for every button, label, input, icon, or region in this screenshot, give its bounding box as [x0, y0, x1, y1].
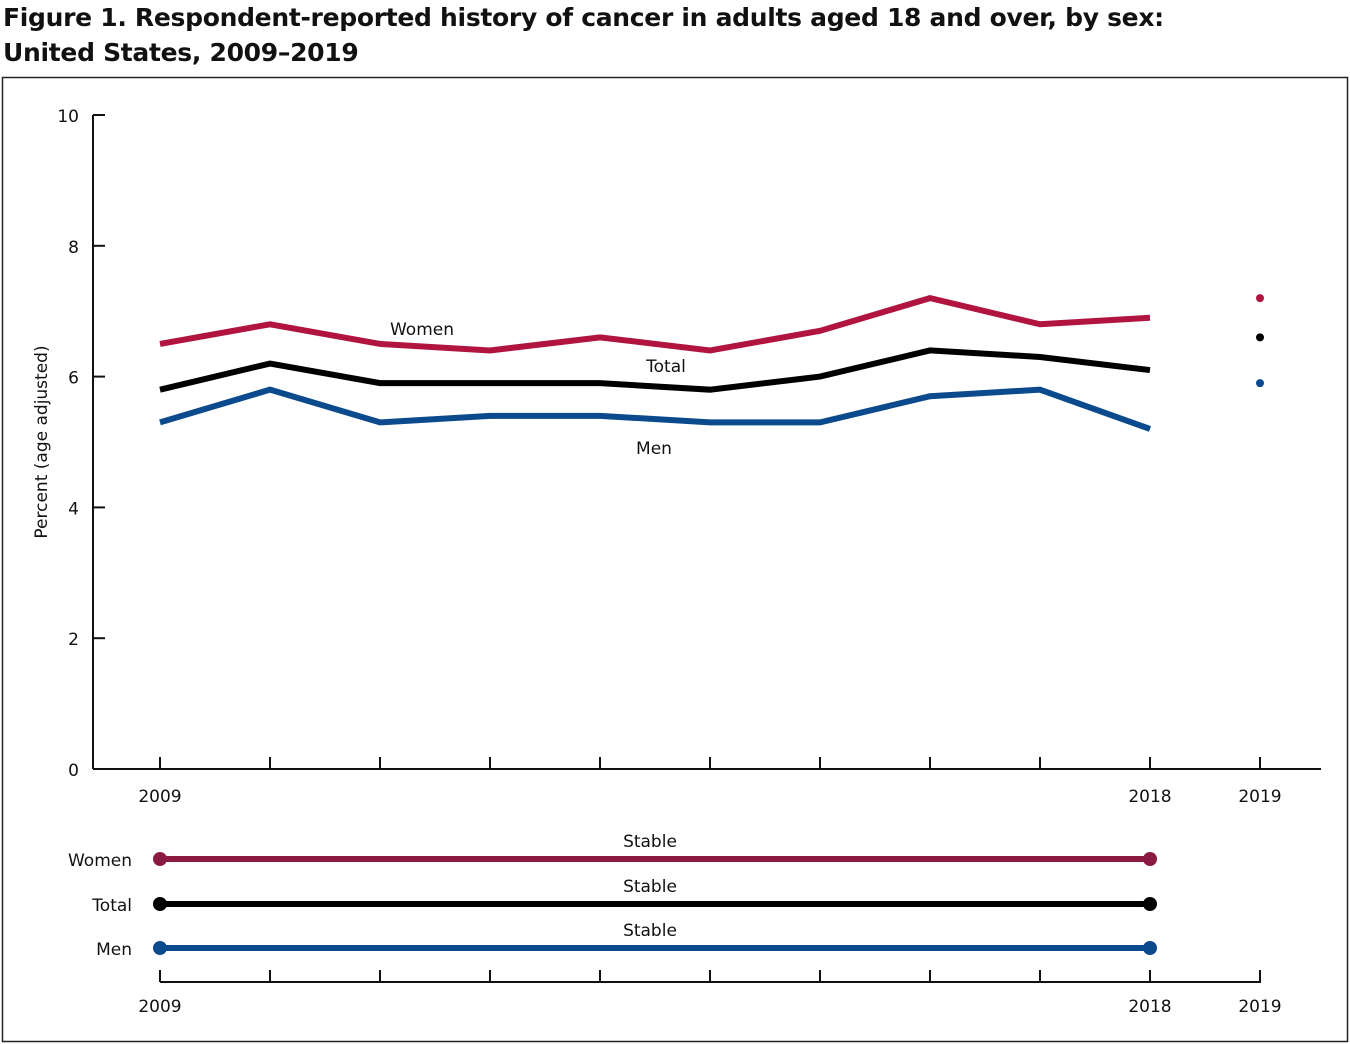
y-tick-label: 6	[68, 369, 79, 389]
y-tick-label: 10	[57, 107, 79, 127]
series-line-men	[159, 386, 1152, 432]
trend-row-label: Total	[91, 896, 132, 916]
trend-end-point	[1143, 897, 1157, 911]
trend-start-point	[153, 897, 167, 911]
trend-end-point	[1143, 852, 1157, 866]
y-axis-label: Percent (age adjusted)	[32, 345, 52, 538]
y-tick-label: 2	[68, 630, 79, 650]
y-tick-label: 8	[68, 238, 79, 258]
series-label-total: Total	[645, 357, 686, 377]
y-tick-label: 4	[68, 499, 79, 519]
trend-x-tick-label: 2009	[138, 997, 181, 1017]
trend-start-point	[153, 852, 167, 866]
title-line-1: Figure 1. Respondent-reported history of…	[3, 3, 1164, 32]
point-2019-women	[1256, 294, 1264, 303]
series-label-men: Men	[636, 439, 672, 459]
trend-row-label: Men	[96, 940, 132, 960]
title-line-2: United States, 2009–2019	[3, 38, 359, 67]
trend-start-point	[153, 941, 167, 955]
x-tick-label: 2018	[1128, 787, 1171, 807]
series-line-total	[159, 347, 1151, 393]
trend-x-tick-label: 2018	[1128, 997, 1171, 1017]
trend-end-point	[1143, 941, 1157, 955]
series-label-women: Women	[390, 320, 454, 340]
x-tick-label: 2019	[1238, 787, 1281, 807]
x-tick-label: 2009	[138, 787, 181, 807]
point-2019-total	[1256, 333, 1264, 342]
trend-x-tick-label: 2019	[1238, 997, 1281, 1017]
chart-title: Figure 1. Respondent-reported history of…	[3, 0, 1164, 70]
trend-label: Stable	[623, 877, 677, 897]
y-tick-label: 0	[68, 761, 79, 781]
trend-label: Stable	[623, 921, 677, 941]
chart-frame	[1, 76, 1349, 1043]
trend-label: Stable	[623, 832, 677, 852]
series-line-women	[159, 295, 1151, 354]
trend-row-label: Women	[68, 851, 132, 871]
point-2019-men	[1256, 379, 1264, 388]
